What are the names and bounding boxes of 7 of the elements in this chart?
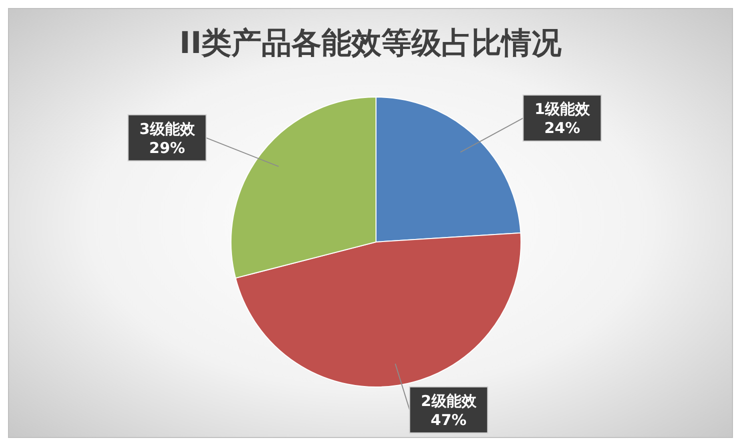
slice-label: 2级能效 bbox=[420, 392, 478, 410]
slice-label: 1级能效 bbox=[534, 100, 591, 118]
data-label: 47% bbox=[430, 410, 467, 429]
slice-label: 3级能效 bbox=[139, 120, 196, 138]
data-label: 29% bbox=[149, 138, 186, 157]
data-label: 24% bbox=[544, 119, 580, 138]
chart-title: II类产品各能效等级占比情况 bbox=[178, 25, 563, 63]
